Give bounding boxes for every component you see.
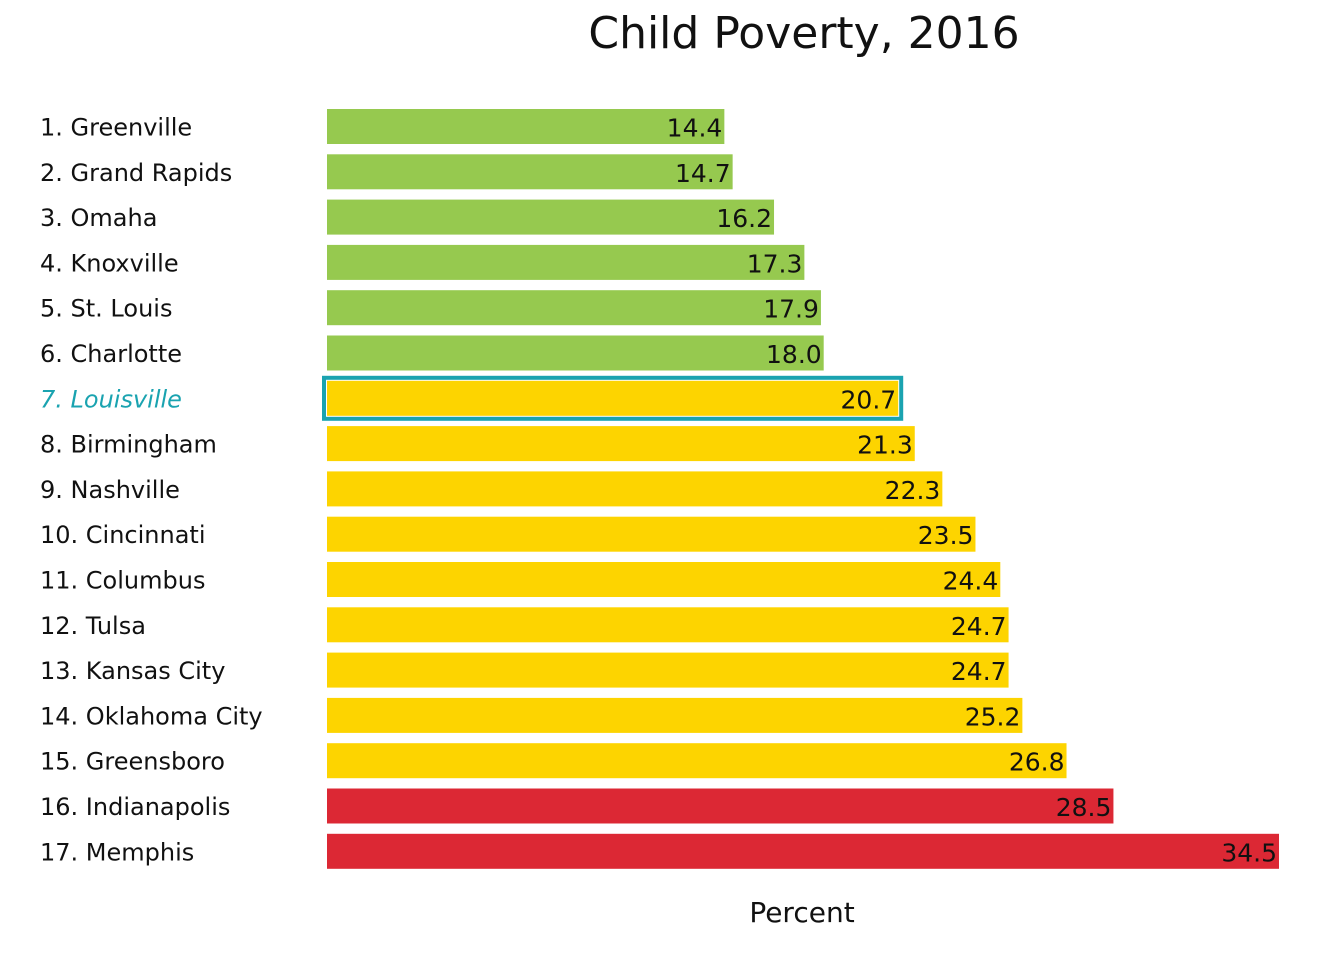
- value-label-birmingham: 21.3: [857, 431, 913, 460]
- bar-greenville: [327, 109, 725, 144]
- bar-columbus: [327, 562, 1001, 597]
- bar-knoxville: [327, 244, 805, 280]
- category-label-birmingham: 8. Birmingham: [40, 431, 217, 459]
- value-label-omaha: 16.2: [716, 204, 772, 233]
- category-label-louisville: 7. Louisville: [40, 385, 182, 413]
- value-label-grand-rapids: 14.7: [675, 159, 731, 188]
- highlight-outline: [322, 375, 904, 421]
- bar-grand-rapids: [327, 154, 733, 190]
- category-label-kansas-city: 13. Kansas City: [40, 657, 225, 685]
- value-label-charlotte: 18.0: [766, 340, 822, 369]
- bar-birmingham: [327, 426, 915, 462]
- value-label-knoxville: 17.3: [747, 249, 803, 278]
- bar-indianapolis: [327, 788, 1114, 824]
- x-axis-label: Percent: [749, 896, 854, 929]
- bar-nashville: [327, 471, 943, 507]
- category-label-cincinnati: 10. Cincinnati: [40, 521, 206, 549]
- bar-st-louis: [327, 290, 821, 326]
- category-label-grand-rapids: 2. Grand Rapids: [40, 159, 232, 187]
- value-label-louisville: 20.7: [841, 385, 897, 414]
- value-label-nashville: 22.3: [885, 476, 941, 505]
- bar-louisville: [327, 380, 899, 416]
- bar-oklahoma-city: [327, 697, 1023, 733]
- value-label-st-louis: 17.9: [763, 295, 819, 324]
- value-label-memphis: 34.5: [1221, 838, 1277, 867]
- bars-group: 1. Greenville 14.4 2. Grand Rapids 14.7 3. O…: [40, 109, 1279, 869]
- bar-tulsa: [327, 607, 1009, 643]
- bar-kansas-city: [327, 652, 1009, 688]
- category-label-charlotte: 6. Charlotte: [40, 340, 182, 368]
- value-label-greenville: 14.4: [667, 114, 723, 143]
- category-label-omaha: 3. Omaha: [40, 204, 157, 232]
- category-label-oklahoma-city: 14. Oklahoma City: [40, 702, 263, 730]
- category-label-columbus: 11. Columbus: [40, 567, 205, 595]
- value-label-oklahoma-city: 25.2: [965, 702, 1021, 731]
- bar-greensboro: [327, 743, 1067, 779]
- bar-memphis: [327, 833, 1279, 869]
- bar-omaha: [327, 199, 775, 235]
- value-label-greensboro: 26.8: [1009, 748, 1065, 777]
- value-label-tulsa: 24.7: [951, 612, 1007, 641]
- category-label-tulsa: 12. Tulsa: [40, 612, 146, 640]
- category-label-knoxville: 4. Knoxville: [40, 249, 179, 277]
- category-label-nashville: 9. Nashville: [40, 476, 180, 504]
- category-label-st-louis: 5. St. Louis: [40, 295, 172, 323]
- value-label-indianapolis: 28.5: [1056, 793, 1112, 822]
- value-label-columbus: 24.4: [943, 567, 999, 596]
- category-label-indianapolis: 16. Indianapolis: [40, 793, 230, 821]
- value-label-kansas-city: 24.7: [951, 657, 1007, 686]
- category-label-greenville: 1. Greenville: [40, 114, 192, 142]
- chart-title: Child Poverty, 2016: [588, 8, 1019, 59]
- bar-cincinnati: [327, 516, 976, 552]
- category-label-memphis: 17. Memphis: [40, 838, 194, 866]
- category-label-greensboro: 15. Greensboro: [40, 748, 225, 776]
- bar-charlotte: [327, 335, 824, 371]
- value-label-cincinnati: 23.5: [918, 521, 974, 550]
